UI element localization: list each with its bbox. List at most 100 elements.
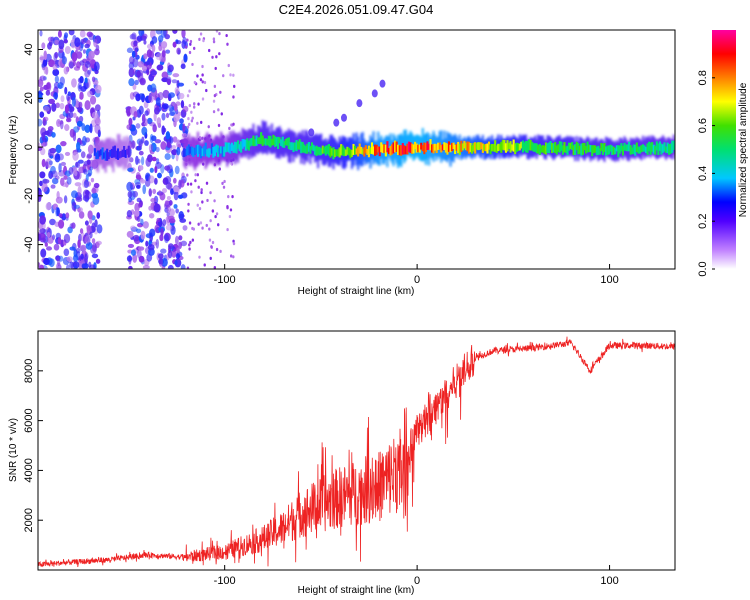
- ridge-halo-cell: [421, 128, 424, 162]
- ridge-cell: [350, 149, 354, 157]
- noise-cell: [91, 243, 97, 252]
- noise-cell: [186, 125, 190, 129]
- ridge-cell: [301, 142, 304, 153]
- noise-cell: [153, 203, 161, 213]
- noise-cell: [181, 30, 186, 39]
- noise-cell: [230, 162, 233, 166]
- noise-cell: [138, 202, 142, 208]
- ridge-cell: [618, 145, 621, 154]
- ridge-cell: [113, 145, 116, 158]
- noise-cell: [196, 173, 200, 177]
- noise-cell: [142, 264, 150, 269]
- ridge-cell: [326, 145, 329, 155]
- ridge-cell: [358, 143, 361, 154]
- snr-series-line: [38, 336, 675, 568]
- ridge-cell: [273, 136, 277, 147]
- noise-cell: [143, 53, 148, 60]
- ridge-cell: [471, 145, 474, 154]
- ridge-cell: [641, 144, 645, 152]
- noise-cell: [232, 241, 236, 246]
- noise-cell: [134, 209, 140, 217]
- noise-cell: [149, 167, 154, 173]
- ridge-cell: [118, 151, 121, 159]
- noise-cell: [168, 243, 174, 250]
- noise-cell: [58, 162, 62, 173]
- ridge-cell: [289, 142, 292, 151]
- noise-cell: [82, 189, 90, 199]
- noise-cell: [39, 171, 46, 179]
- noise-cell: [132, 44, 139, 52]
- ridge-cell: [466, 141, 469, 152]
- noise-cell: [55, 102, 61, 109]
- ridge-cell: [520, 141, 523, 149]
- noise-cell: [173, 204, 178, 209]
- ridge-cell: [531, 141, 534, 151]
- ridge-cell: [589, 144, 592, 153]
- ridge-cell: [337, 149, 340, 157]
- ridge-cell: [454, 144, 457, 155]
- noise-cell: [142, 184, 147, 195]
- noise-cell: [177, 82, 185, 87]
- noise-cell: [198, 255, 201, 259]
- noise-cell: [199, 32, 203, 36]
- noise-cell: [227, 63, 230, 68]
- noise-cell: [148, 188, 152, 197]
- noise-cell: [127, 190, 133, 199]
- noise-cell: [139, 179, 146, 184]
- ridge-cell: [249, 138, 252, 147]
- noise-cell: [129, 33, 136, 40]
- ridge-cell: [495, 145, 498, 153]
- noise-cell: [177, 111, 182, 117]
- ridge-halo-cell: [566, 135, 569, 156]
- colorbar-tick-label: 0.0: [697, 261, 709, 276]
- ridge-cell: [367, 145, 370, 158]
- noise-cell: [84, 69, 91, 78]
- noise-cell: [164, 165, 171, 171]
- ridge-cell: [406, 143, 409, 155]
- ridge-cell: [383, 144, 386, 153]
- noise-cell: [49, 147, 57, 154]
- ridge-cell: [438, 142, 441, 150]
- noise-cell: [182, 225, 188, 231]
- ridge-cell: [571, 141, 574, 151]
- ridge-cell: [258, 137, 261, 145]
- ridge-cell: [595, 146, 598, 156]
- ridge-cell: [361, 148, 364, 155]
- ridge-cell: [263, 138, 266, 145]
- ridge-halo-cell: [320, 133, 323, 160]
- ridge-cell: [253, 139, 257, 147]
- noise-cell: [161, 50, 166, 58]
- noise-cell: [203, 263, 206, 267]
- noise-cell: [182, 105, 189, 113]
- noise-cell: [52, 68, 60, 77]
- noise-cell: [54, 39, 60, 45]
- ridge-cell: [664, 146, 668, 153]
- noise-cell: [39, 86, 44, 92]
- noise-cell: [38, 196, 42, 202]
- noise-cell: [161, 103, 169, 110]
- ridge-cell: [638, 146, 641, 154]
- ridge-cell: [514, 143, 517, 155]
- noise-cell: [130, 225, 136, 231]
- noise-cell: [227, 195, 230, 199]
- noise-cell: [190, 110, 193, 114]
- noise-cell: [44, 130, 50, 136]
- noise-cell: [84, 253, 88, 264]
- noise-cell: [84, 220, 89, 226]
- noise-cell: [218, 32, 221, 36]
- ridge-cell: [267, 135, 270, 147]
- noise-cell: [174, 86, 180, 94]
- noise-cell: [89, 231, 93, 239]
- noise-cell: [198, 207, 202, 211]
- ridge-halo-cell: [270, 123, 274, 155]
- noise-cell: [60, 177, 65, 186]
- ridge-cell: [507, 142, 511, 149]
- ridge-cell: [566, 145, 569, 156]
- noise-cell: [95, 258, 101, 264]
- spectrogram-panel: -100 0 100 -40 -20 0 20 40 Height of straight …: [8, 29, 676, 297]
- x-tick-label: -100: [214, 274, 236, 286]
- ridge-cell: [666, 142, 669, 154]
- ridge-cell: [320, 148, 323, 156]
- noise-cell: [84, 124, 91, 134]
- noise-cell: [178, 179, 182, 190]
